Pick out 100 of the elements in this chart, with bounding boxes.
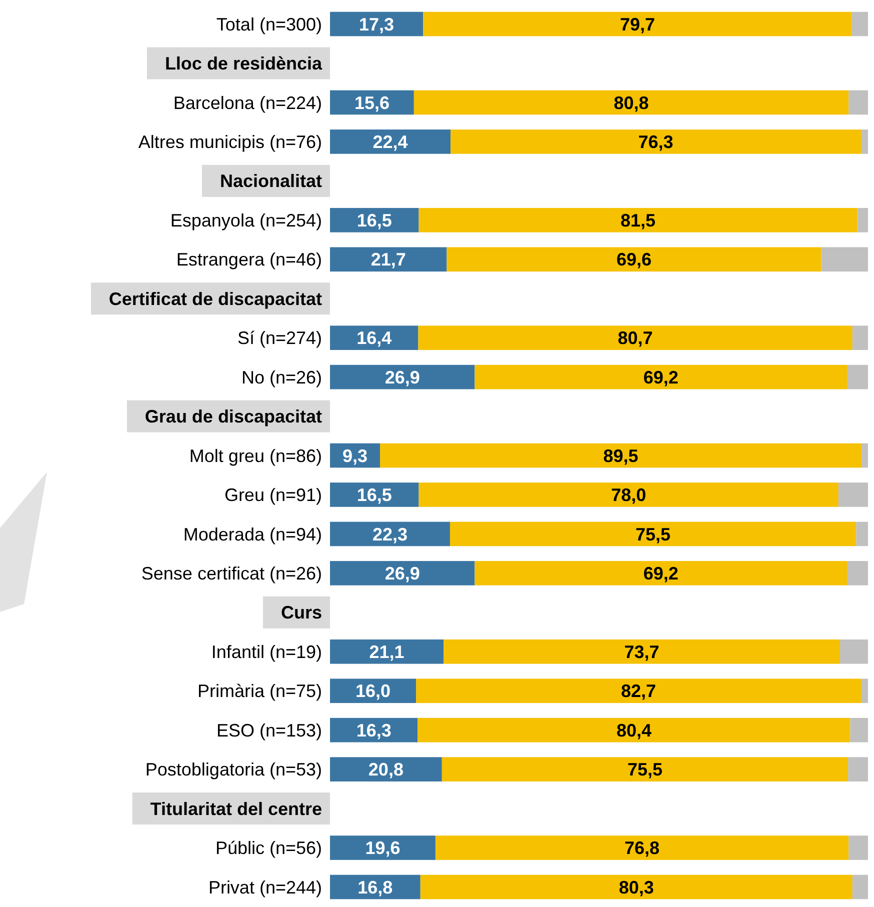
data-label: 80,7 — [618, 328, 653, 348]
y-tick-label: Grau de discapacitat — [144, 406, 322, 427]
data-label: 16,8 — [358, 877, 393, 898]
data-label: 16,5 — [356, 210, 392, 230]
y-tick-label: Greu (n=91) — [224, 485, 322, 506]
y-tick-label: Curs — [280, 602, 322, 623]
bar — [446, 247, 822, 272]
bar — [330, 639, 444, 664]
bar — [418, 208, 858, 232]
data-label: 80,8 — [614, 92, 649, 113]
y-tick-label: Sense certificat (n=26) — [141, 563, 322, 584]
y-tick-label: Sí (n=274) — [237, 328, 322, 348]
data-label: 75,5 — [627, 760, 663, 780]
bar — [330, 12, 424, 36]
data-label: 15,6 — [354, 92, 390, 113]
bar — [442, 757, 848, 782]
data-label: 81,5 — [620, 210, 656, 230]
data-label: 82,7 — [621, 681, 656, 702]
bar — [418, 482, 838, 507]
data-label: 22,3 — [372, 524, 408, 544]
data-label: 78,0 — [611, 485, 646, 506]
bar — [450, 130, 862, 154]
bar — [857, 208, 868, 232]
y-tick-label: Molt greu (n=86) — [189, 446, 322, 466]
data-label: 9,3 — [342, 446, 368, 466]
bar — [330, 364, 475, 390]
data-label: 26,9 — [384, 367, 420, 388]
bar — [474, 364, 848, 390]
bar — [380, 443, 862, 468]
y-tick-label: ESO (n=153) — [216, 720, 322, 740]
data-label: 17,3 — [359, 14, 394, 34]
bar — [838, 482, 868, 507]
data-label: 19,6 — [365, 838, 400, 858]
bar — [414, 90, 849, 115]
bar — [847, 364, 868, 390]
y-tick-label: No (n=26) — [241, 367, 322, 388]
data-label: 89,5 — [603, 446, 638, 466]
data-label: 76,3 — [638, 132, 674, 152]
data-label: 16,0 — [356, 681, 391, 702]
data-label: 22,4 — [372, 132, 408, 152]
bar — [856, 522, 868, 546]
data-label: 20,8 — [368, 760, 404, 780]
bar — [420, 874, 852, 900]
bar — [330, 130, 451, 154]
y-tick-label: Moderada (n=94) — [183, 524, 322, 544]
y-tick-label: Espanyola (n=254) — [170, 210, 322, 230]
data-label: 73,7 — [624, 642, 660, 662]
bar — [821, 247, 868, 272]
y-tick-label: Postobligatoria (n=53) — [145, 760, 322, 780]
bar — [852, 12, 868, 36]
data-label: 76,8 — [624, 838, 660, 858]
bar — [423, 12, 852, 36]
y-tick-label: Públic (n=56) — [215, 838, 322, 858]
data-label: 26,9 — [384, 563, 420, 584]
bar — [848, 836, 868, 860]
bar — [330, 326, 418, 350]
bar — [330, 482, 419, 507]
data-label: 16,5 — [356, 485, 392, 506]
bar — [418, 718, 850, 742]
bar — [330, 247, 447, 272]
data-label: 69,6 — [616, 250, 652, 270]
data-label: 69,2 — [643, 563, 678, 584]
bar — [850, 718, 868, 742]
data-label: 79,7 — [620, 14, 655, 34]
y-tick-label: Privat (n=244) — [208, 877, 322, 898]
bar — [474, 561, 848, 586]
bar — [848, 90, 868, 115]
bar — [450, 522, 856, 546]
y-tick-label: Barcelona (n=224) — [173, 92, 322, 113]
bar — [848, 757, 868, 782]
bar — [330, 836, 436, 860]
data-label: 21,7 — [370, 250, 406, 270]
data-label: 21,1 — [369, 642, 404, 662]
y-tick-label: Total (n=300) — [216, 14, 322, 34]
bar — [847, 561, 868, 586]
bar — [435, 836, 849, 860]
bar — [418, 326, 852, 350]
bar — [330, 757, 442, 782]
y-tick-label: Titularitat del centre — [150, 798, 322, 819]
y-tick-label: Certificat de discapacitat — [108, 288, 322, 309]
data-label: 80,3 — [618, 877, 654, 898]
bar — [861, 130, 868, 154]
data-label: 75,5 — [636, 524, 671, 544]
y-tick-label: Primària (n=75) — [197, 681, 322, 702]
data-label: 16,4 — [356, 328, 392, 348]
bar — [852, 874, 868, 900]
y-tick-label: Altres municipis (n=76) — [138, 132, 322, 152]
y-tick-label: Infantil (n=19) — [211, 642, 322, 662]
bar — [330, 561, 475, 586]
bar — [862, 443, 868, 468]
bar — [330, 522, 450, 546]
data-label: 16,3 — [356, 720, 392, 740]
data-label: 80,4 — [616, 720, 652, 740]
bar — [840, 639, 868, 664]
data-label: 69,2 — [643, 367, 678, 388]
bar — [861, 678, 868, 704]
y-tick-label: Lloc de residència — [164, 54, 323, 74]
bar — [852, 326, 868, 350]
bar — [444, 639, 840, 664]
y-tick-label: Nacionalitat — [220, 171, 322, 192]
